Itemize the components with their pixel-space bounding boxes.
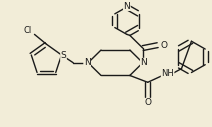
Text: S: S [61,51,66,60]
Text: N: N [84,58,91,67]
Text: O: O [160,41,167,50]
Text: O: O [144,98,151,107]
Text: Cl: Cl [23,26,32,35]
Text: NH: NH [161,69,174,78]
Text: N: N [140,58,147,67]
Text: N: N [123,2,130,11]
